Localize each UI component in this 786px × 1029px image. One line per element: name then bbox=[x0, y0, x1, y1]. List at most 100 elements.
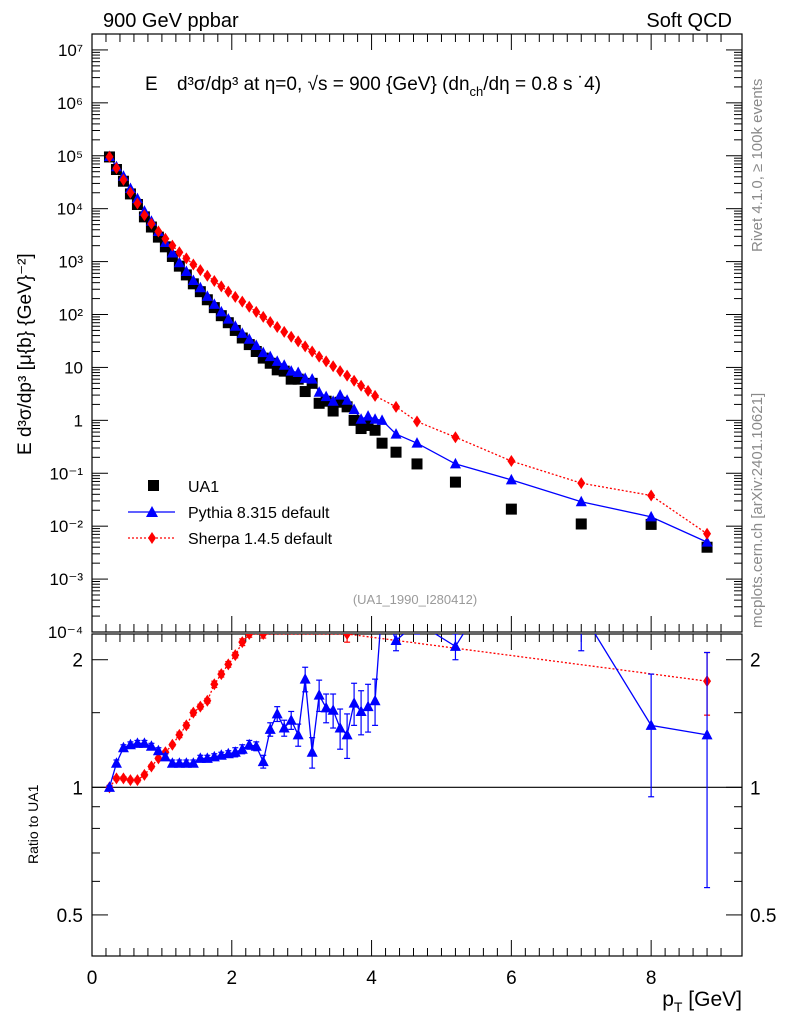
sherpa-point bbox=[231, 290, 240, 303]
pythia-point bbox=[201, 290, 213, 301]
pythia-point bbox=[355, 413, 367, 424]
sherpa-point bbox=[322, 355, 331, 368]
pythia-ratio-point bbox=[257, 755, 269, 767]
sherpa-ratio-point bbox=[140, 768, 149, 781]
sherpa-point bbox=[577, 477, 586, 490]
sherpa-ratio-point bbox=[196, 700, 205, 713]
pythia-point bbox=[376, 414, 388, 425]
pythia-point bbox=[292, 366, 304, 378]
sherpa-point bbox=[245, 300, 254, 313]
pythia-ratio-point bbox=[348, 697, 360, 708]
pythia-point bbox=[369, 413, 381, 424]
sherpa-point bbox=[203, 269, 212, 282]
ua1-point bbox=[449, 476, 461, 488]
sherpa-point bbox=[161, 232, 170, 245]
sherpa-point bbox=[703, 527, 712, 540]
sherpa-point bbox=[133, 197, 142, 210]
ua1-point bbox=[250, 345, 262, 357]
ua1-point bbox=[278, 365, 290, 377]
ua1-point bbox=[334, 396, 346, 408]
sherpa-point bbox=[280, 325, 289, 338]
ua1-point bbox=[411, 458, 423, 470]
sherpa-point bbox=[105, 150, 114, 163]
sherpa-ratio-point bbox=[224, 658, 233, 671]
pythia-point bbox=[285, 365, 297, 376]
ua1-point bbox=[292, 373, 304, 385]
ua1-point bbox=[645, 518, 657, 530]
ua1-point bbox=[320, 395, 332, 407]
pythia-ratio-point bbox=[180, 757, 192, 768]
pythia-ratio-point bbox=[152, 744, 164, 756]
pythia-ratio-point bbox=[576, 605, 587, 616]
main-ytick-label: 10⁻³ bbox=[49, 570, 83, 589]
legend-pythia-label: Pythia 8.315 default bbox=[188, 505, 330, 522]
pythia-ratio-point bbox=[320, 701, 332, 713]
plot-title-sub: ch bbox=[470, 84, 484, 99]
pythia-ratio-point bbox=[390, 634, 402, 646]
mcplots-label: mcplots.cern.ch [arXiv:2401.10621] bbox=[749, 393, 766, 628]
sherpa-point bbox=[112, 162, 121, 175]
main-ytick-label: 10⁻² bbox=[49, 517, 83, 536]
sherpa-point bbox=[119, 173, 128, 186]
pythia-ratio-point bbox=[264, 723, 276, 734]
main-ytick-label: 10⁻¹ bbox=[49, 464, 83, 483]
pythia-ratio-point bbox=[131, 737, 143, 748]
sherpa-ratio-point bbox=[126, 774, 135, 787]
main-ytick-label: 10³ bbox=[58, 253, 83, 272]
ratio-ytick-label-right: 1 bbox=[750, 778, 761, 799]
pythia-ratio-point bbox=[701, 728, 713, 740]
sherpa-point bbox=[154, 225, 163, 238]
plot-title-formula: d³σ/dp³ at η=0, √s = 900 {GeV} (dn bbox=[177, 74, 470, 95]
sherpa-ratio-point bbox=[231, 649, 240, 662]
legend-pythia-marker bbox=[146, 506, 158, 517]
sherpa-point bbox=[147, 217, 156, 230]
sherpa-point bbox=[168, 239, 177, 252]
sherpa-point bbox=[357, 379, 366, 392]
pythia-ratio-point bbox=[187, 757, 199, 768]
main-ytick-label: 10⁻⁴ bbox=[48, 623, 83, 642]
sherpa-point bbox=[301, 340, 310, 353]
main-ytick-label: 10⁷ bbox=[58, 41, 83, 60]
analysis-id-label: (UA1_1990_I280412) bbox=[353, 592, 477, 607]
pythia-ratio-point bbox=[194, 752, 206, 763]
pythia-point bbox=[327, 395, 339, 406]
pythia-point bbox=[194, 281, 206, 293]
pythia-ratio-point bbox=[299, 673, 311, 684]
sherpa-point bbox=[182, 252, 191, 265]
ua1-point bbox=[362, 419, 374, 431]
sherpa-point bbox=[238, 295, 247, 308]
ratio-ytick-label-right: 0.5 bbox=[750, 906, 776, 927]
pythia-ratio-point bbox=[362, 700, 374, 712]
pythia-ratio-point bbox=[341, 728, 353, 740]
sherpa-point bbox=[266, 316, 275, 329]
sherpa-point bbox=[350, 374, 359, 387]
xtick-label: 8 bbox=[646, 968, 657, 989]
ratio-data-layer bbox=[92, 551, 742, 889]
ua1-point bbox=[341, 401, 353, 413]
x-axis-label-unit: [GeV] bbox=[682, 988, 742, 1011]
xtick-label: 6 bbox=[506, 968, 517, 989]
pythia-point bbox=[215, 305, 227, 317]
ratio-ytick-label-right: 2 bbox=[750, 651, 761, 672]
pythia-point bbox=[229, 320, 241, 331]
sherpa-point bbox=[252, 305, 261, 318]
sherpa-ratio-point bbox=[168, 738, 177, 751]
pythia-ratio-point bbox=[449, 640, 461, 651]
pythia-point bbox=[236, 327, 248, 338]
plot-title: E d³σ/dp³ at η=0, √s = 900 {GeV} (dnch/d… bbox=[145, 74, 601, 99]
sherpa-ratio-point bbox=[147, 760, 156, 773]
pythia-point bbox=[334, 389, 346, 400]
pythia-ratio-point bbox=[506, 551, 517, 562]
rivet-version-label: Rivet 4.1.0, ≥ 100k events bbox=[749, 79, 766, 252]
pythia-ratio-point bbox=[278, 722, 290, 733]
plot-title-suffix: /dη = 0.8 s ˙4) bbox=[483, 74, 601, 95]
pythia-point bbox=[348, 403, 360, 415]
pythia-ratio-point bbox=[313, 689, 325, 700]
xtick-label: 2 bbox=[226, 968, 237, 989]
main-ytick-label: 10² bbox=[58, 306, 83, 325]
pythia-point bbox=[243, 333, 255, 344]
sherpa-ratio-point bbox=[119, 772, 128, 785]
ua1-point bbox=[575, 518, 587, 530]
pythia-point bbox=[257, 346, 269, 358]
